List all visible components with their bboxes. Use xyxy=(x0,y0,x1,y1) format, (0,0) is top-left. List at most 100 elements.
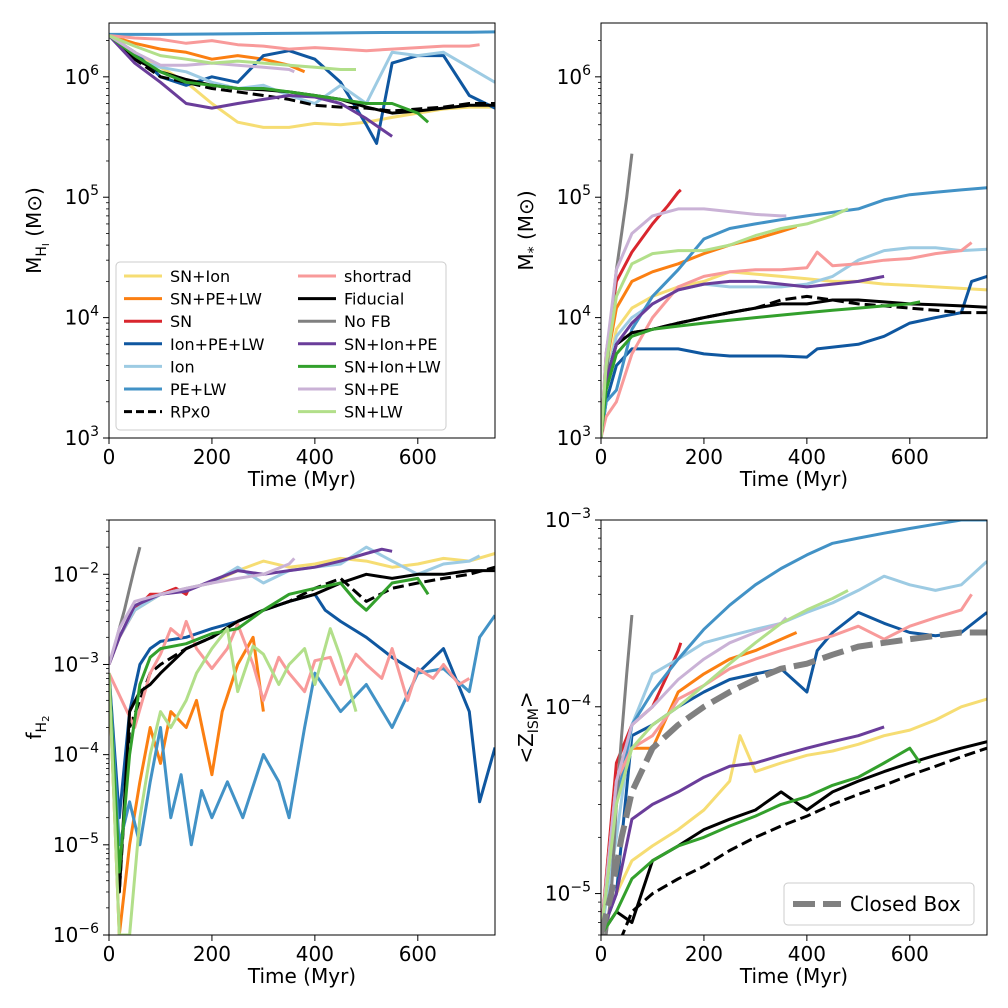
y-tick-label: 10−3 xyxy=(53,650,99,676)
legend-panel-4: Closed Box xyxy=(783,882,975,926)
x-tick-label: 0 xyxy=(103,942,116,966)
series-sn-pe xyxy=(601,207,787,438)
series-sn-ion-pe xyxy=(601,274,885,438)
series-rpx0 xyxy=(601,294,987,438)
series-sn-ion-lw xyxy=(109,34,430,124)
legend-label-sn-pe-lw: SN+PE+LW xyxy=(170,290,262,309)
legend-label-rpx0: RPx0 xyxy=(170,403,210,422)
y-axis-label: <ZISM> xyxy=(514,691,542,763)
y-tick-label: 10−5 xyxy=(545,880,591,906)
x-axis-label: Time (Myr) xyxy=(247,964,356,988)
legend-panel-1: SN+Ion shortrad SN+PE+LW Fiducial SN No FB Ion… xyxy=(115,261,447,431)
panel-3: 0 200 400 600 Time (Myr) 10−6 10−5 10−4 10−3 10−2… xyxy=(22,519,496,988)
series-sn-pe xyxy=(109,557,296,665)
x-tick-label: 200 xyxy=(193,445,231,469)
series-sn-ion-pe xyxy=(109,34,393,138)
series-sn-ion-lw xyxy=(601,746,922,935)
legend-label-sn: SN xyxy=(170,312,192,331)
series-sn-ion-lw xyxy=(109,576,430,874)
legend-label-sn-ion: SN+Ion xyxy=(170,267,230,286)
legend-label-sn-pe: SN+PE xyxy=(344,380,399,399)
legend-box xyxy=(115,261,447,431)
legend-label-no-fb: No FB xyxy=(344,312,391,331)
y-tick-label: 106 xyxy=(65,63,99,89)
series-shortrad xyxy=(109,34,480,53)
y-tick-label: 104 xyxy=(557,304,591,330)
y-tick-label: 104 xyxy=(65,304,99,330)
y-tick-label: 10−5 xyxy=(53,831,99,857)
axes-frame xyxy=(600,519,988,936)
y-axis-label: MHI (M⊙) xyxy=(22,187,52,274)
legend-label-ion: Ion xyxy=(170,357,195,376)
x-tick-label: 0 xyxy=(103,445,116,469)
axes-frame xyxy=(108,22,496,439)
legend-label-pe-lw: PE+LW xyxy=(170,380,227,399)
series-rpx0 xyxy=(109,565,495,894)
panel-2: 0 200 400 600 Time (Myr) 103 104 105 106 M* (M⊙) xyxy=(514,22,988,491)
x-tick-label: 400 xyxy=(788,942,826,966)
series-sn-pe-lw xyxy=(601,631,798,935)
x-tick-label: 0 xyxy=(595,942,608,966)
legend-label-sn-lw: SN+LW xyxy=(344,403,403,422)
y-tick-label: 10−6 xyxy=(53,921,99,947)
series-sn-pe xyxy=(601,616,788,935)
series-sn-ion-lw xyxy=(601,300,921,438)
legend-label-sn-ion-lw: SN+Ion+LW xyxy=(344,357,441,376)
panel-4: 0 200 400 600 Time (Myr) 10−5 10−4 10−3 <ZISM> xyxy=(514,506,988,988)
legend-label-shortrad: shortrad xyxy=(344,267,412,286)
x-tick-label: 600 xyxy=(399,445,437,469)
y-axis-label: fH2 xyxy=(22,716,52,740)
y-tick-label: 106 xyxy=(557,63,591,89)
series-sn-lw xyxy=(109,34,356,71)
series-sn-ion xyxy=(601,270,987,438)
legend-box xyxy=(783,882,975,926)
x-tick-label: 200 xyxy=(685,445,723,469)
series-shortrad xyxy=(601,593,973,935)
x-tick-label: 600 xyxy=(891,445,929,469)
series-shortrad xyxy=(109,619,471,729)
y-axis-label: M* (M⊙) xyxy=(514,190,542,270)
x-axis-label: Time (Myr) xyxy=(739,964,848,988)
x-tick-label: 600 xyxy=(399,942,437,966)
y-tick-label: 103 xyxy=(557,424,591,450)
x-tick-label: 400 xyxy=(296,445,334,469)
y-tick-label: 103 xyxy=(65,424,99,450)
y-tick-label: 10−3 xyxy=(545,506,591,532)
series-rpx0 xyxy=(601,746,987,935)
y-tick-label: 105 xyxy=(65,183,99,209)
series-sn-lw xyxy=(601,589,849,935)
legend-label-closed-box: Closed Box xyxy=(850,892,961,916)
axes-frame xyxy=(600,22,988,439)
series-ion xyxy=(109,34,495,105)
x-tick-label: 0 xyxy=(595,445,608,469)
plot-area xyxy=(601,153,987,438)
series-sn-ion xyxy=(601,697,987,935)
x-axis-label: Time (Myr) xyxy=(247,467,356,491)
series-pe-lw xyxy=(601,520,987,935)
y-tick-label: 105 xyxy=(557,183,591,209)
series-sn-lw xyxy=(601,207,849,438)
series-sn-ion-pe xyxy=(109,547,393,666)
x-tick-label: 400 xyxy=(788,445,826,469)
series-shortrad xyxy=(601,241,973,438)
plot-area xyxy=(601,520,987,935)
x-tick-label: 200 xyxy=(685,942,723,966)
x-tick-label: 200 xyxy=(193,942,231,966)
y-tick-label: 10−4 xyxy=(545,693,591,719)
series-fiducial xyxy=(601,298,987,438)
legend-label-ion-pe-lw: Ion+PE+LW xyxy=(170,335,265,354)
y-tick-label: 10−4 xyxy=(53,741,99,767)
series-sn-lw xyxy=(109,627,358,935)
x-axis-label: Time (Myr) xyxy=(739,467,848,491)
y-tick-label: 10−2 xyxy=(53,560,99,586)
x-tick-label: 400 xyxy=(296,942,334,966)
series-sn-ion-pe xyxy=(601,725,885,935)
panel-1: 0 200 400 600 Time (Myr) 103 104 105 106 MHI (M⊙) xyxy=(22,22,496,491)
series-closed-box xyxy=(601,629,987,935)
legend-label-fiducial: Fiducial xyxy=(344,290,404,309)
series-ion xyxy=(601,246,987,438)
legend-label-sn-ion-pe: SN+Ion+PE xyxy=(344,335,437,354)
plot-area xyxy=(109,545,495,935)
plot-area xyxy=(109,30,495,145)
